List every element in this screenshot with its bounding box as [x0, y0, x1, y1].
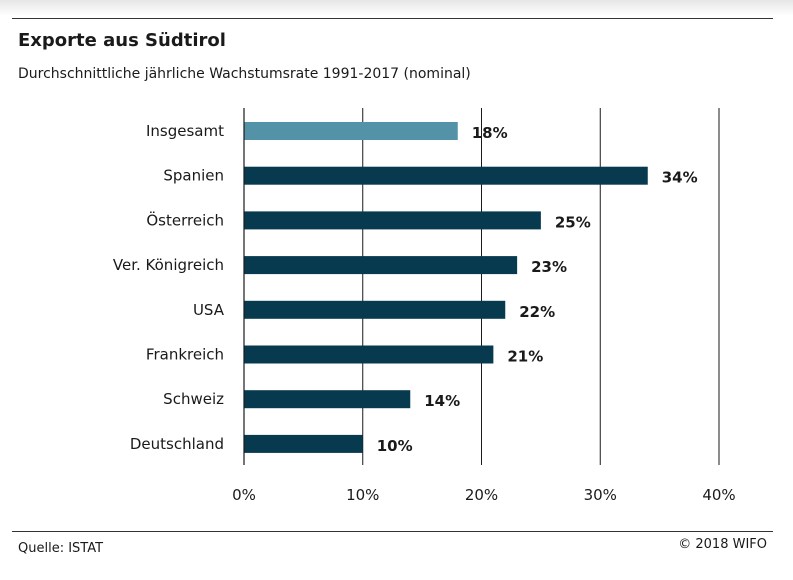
chart-subtitle: Durchschnittliche jährliche Wachstumsrat… [18, 66, 471, 82]
category-label-3: Ver. Königreich [113, 256, 224, 274]
bar-5 [244, 345, 494, 364]
value-label-0: 18% [472, 124, 508, 142]
value-label-4: 22% [519, 303, 555, 321]
bar-3 [244, 256, 518, 275]
category-label-5: Frankreich [146, 346, 224, 364]
source-note: Quelle: ISTAT [18, 541, 104, 556]
x-tick-label-0: 0% [232, 486, 256, 504]
x-tick-label-2: 20% [465, 486, 498, 504]
value-label-7: 10% [377, 437, 413, 455]
value-label-3: 23% [531, 258, 567, 276]
category-label-2: Österreich [146, 210, 224, 229]
bar-1 [244, 166, 648, 185]
category-label-7: Deutschland [130, 435, 224, 453]
bar-4 [244, 300, 506, 319]
value-label-5: 21% [507, 348, 543, 366]
bar-0 [244, 122, 458, 140]
bar-6 [244, 390, 411, 409]
value-label-6: 14% [424, 392, 460, 410]
top-shade [0, 0, 793, 16]
bar-7 [244, 434, 363, 453]
value-label-1: 34% [662, 169, 698, 187]
category-label-4: USA [193, 301, 225, 319]
category-label-0: Insgesamt [146, 122, 224, 140]
chart-title: Exporte aus Südtirol [18, 30, 226, 51]
bar-2 [244, 211, 541, 230]
x-tick-label-1: 10% [346, 486, 379, 504]
x-tick-label-3: 30% [584, 486, 617, 504]
category-label-6: Schweiz [163, 390, 224, 408]
top-rule [12, 18, 773, 19]
copyright-note: © 2018 WIFO [678, 537, 767, 552]
value-label-2: 25% [555, 213, 591, 231]
x-tick-label-4: 40% [702, 486, 735, 504]
category-label-1: Spanien [163, 167, 224, 185]
bottom-rule [12, 531, 773, 532]
